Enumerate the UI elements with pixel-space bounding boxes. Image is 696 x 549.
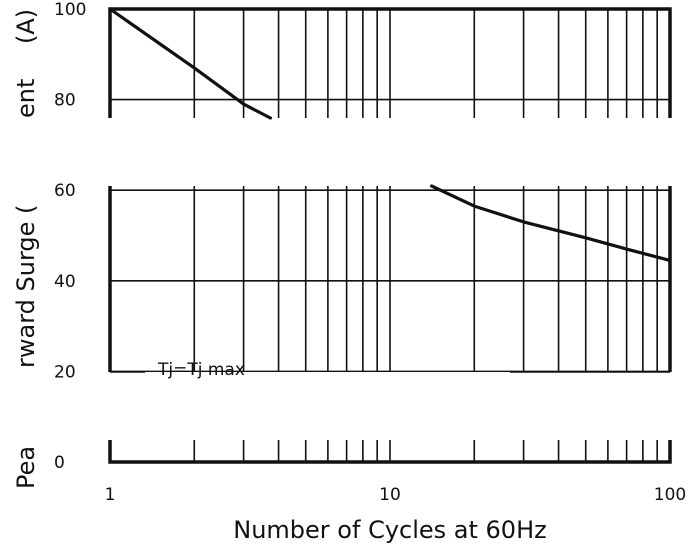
x-tick-label: 100 (654, 485, 686, 505)
y-tick-label: 40 (54, 272, 76, 292)
x-tick-label: 1 (105, 485, 116, 505)
y-axis-title-fragment: ent (12, 79, 40, 118)
y-axis-title-fragment: (A) (12, 9, 40, 44)
mask-band (0, 372, 696, 440)
y-tick-label: 0 (54, 453, 65, 473)
y-tick-label: 100 (54, 0, 86, 20)
x-tick-label: 10 (379, 485, 401, 505)
y-tick-label: 20 (54, 362, 76, 382)
label-masks (0, 118, 696, 440)
y-axis-title-fragment: rward Surge ( (12, 205, 40, 368)
series-line (108, 7, 272, 120)
y-axis-title-fragment: Pea (12, 446, 40, 489)
plot-border (108, 7, 672, 464)
y-axis-title-fragments: Pea rward Surge ( ent (A) (12, 9, 40, 489)
series-lines (108, 7, 672, 262)
y-tick-label: 60 (54, 181, 76, 201)
plot-frame (108, 7, 672, 464)
x-axis-title: Number of Cycles at 60Hz (233, 516, 546, 544)
y-tick-label: 80 (54, 91, 76, 111)
tick-labels: 1 10 100 0 20 40 60 80 100 (54, 0, 686, 505)
mask-band (0, 118, 696, 186)
series-line (430, 184, 672, 262)
annotation-tj-max: Tj=Tj max (157, 360, 245, 380)
